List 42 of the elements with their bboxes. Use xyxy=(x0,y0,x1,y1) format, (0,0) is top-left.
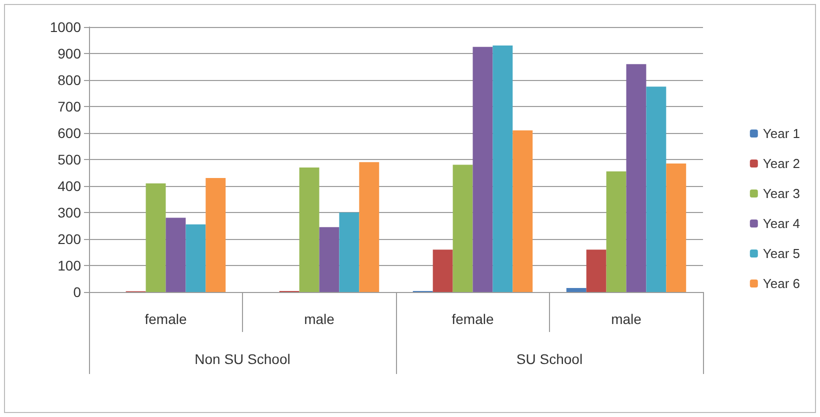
y-tick-label: 0 xyxy=(73,284,82,300)
bar xyxy=(319,227,340,292)
bar xyxy=(666,163,686,292)
y-tick-label: 500 xyxy=(58,152,82,168)
legend-label: Year 2 xyxy=(762,156,800,171)
bar xyxy=(586,250,606,292)
bar xyxy=(186,224,206,292)
bar xyxy=(472,46,493,292)
y-tick-label: 200 xyxy=(58,231,82,247)
x-tick-label: female xyxy=(452,311,494,327)
bar xyxy=(646,86,666,292)
x-tick-label: female xyxy=(144,311,187,327)
bar xyxy=(626,64,646,292)
bar xyxy=(512,130,533,292)
x-tick-label: male xyxy=(304,311,335,327)
bar xyxy=(206,178,226,292)
legend-label: Year 1 xyxy=(762,126,800,141)
y-tick-label: 900 xyxy=(58,46,82,62)
y-tick-label: 300 xyxy=(58,204,82,220)
y-tick-label: 700 xyxy=(58,98,82,114)
bar xyxy=(606,171,626,292)
y-tick-label: 400 xyxy=(58,178,82,194)
bar xyxy=(339,212,360,292)
legend-label: Year 4 xyxy=(762,216,800,231)
bar xyxy=(432,250,453,292)
bar xyxy=(566,288,586,292)
bar xyxy=(166,218,186,292)
bar xyxy=(492,46,513,292)
legend-label: Year 3 xyxy=(762,186,800,201)
bar xyxy=(452,164,473,292)
legend-label: Year 6 xyxy=(762,276,800,291)
legend-label: Year 5 xyxy=(762,246,800,261)
y-tick-label: 800 xyxy=(58,72,82,88)
x-tick-label: male xyxy=(611,311,642,327)
y-tick-label: 1000 xyxy=(50,19,82,35)
bar xyxy=(299,167,320,292)
bar xyxy=(146,183,166,292)
text: Non SU School xyxy=(194,351,290,367)
y-tick-label: 600 xyxy=(58,125,82,141)
text: SU School xyxy=(516,351,583,367)
y-tick-label: 100 xyxy=(58,258,82,274)
bar xyxy=(359,162,380,292)
